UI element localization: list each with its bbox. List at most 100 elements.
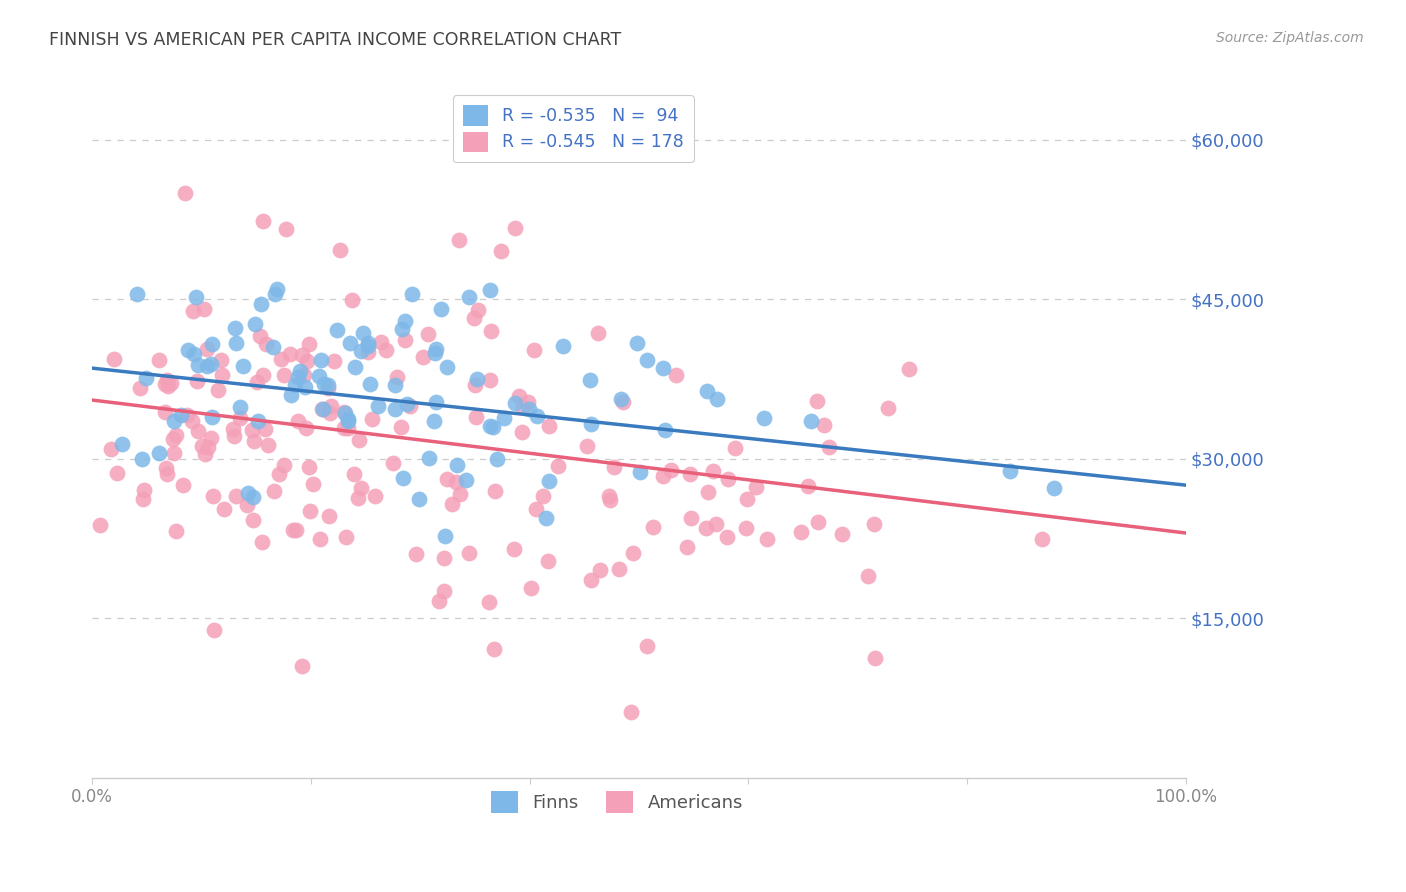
- Point: [357, 336, 380, 351]
- Point: [479, 325, 502, 339]
- Point: [308, 369, 330, 384]
- Point: [197, 440, 219, 454]
- Point: [425, 395, 447, 409]
- Point: [316, 381, 339, 395]
- Point: [679, 467, 702, 481]
- Point: [153, 405, 176, 419]
- Point: [312, 401, 335, 416]
- Point: [551, 339, 574, 353]
- Point: [998, 464, 1021, 478]
- Point: [163, 414, 186, 428]
- Point: [274, 222, 297, 236]
- Point: [651, 360, 673, 375]
- Point: [898, 361, 921, 376]
- Point: [863, 650, 886, 665]
- Point: [325, 323, 347, 337]
- Point: [131, 451, 153, 466]
- Point: [343, 467, 366, 481]
- Point: [478, 283, 501, 297]
- Point: [464, 378, 486, 392]
- Point: [252, 214, 274, 228]
- Point: [457, 290, 479, 304]
- Point: [637, 639, 659, 653]
- Point: [195, 342, 218, 356]
- Point: [163, 446, 186, 460]
- Point: [706, 392, 728, 407]
- Point: [636, 353, 658, 368]
- Point: [579, 417, 602, 432]
- Point: [266, 282, 288, 296]
- Point: [225, 335, 247, 350]
- Point: [298, 337, 321, 351]
- Point: [482, 642, 505, 657]
- Point: [512, 400, 534, 414]
- Point: [318, 406, 340, 420]
- Point: [450, 487, 472, 501]
- Point: [588, 563, 610, 577]
- Point: [350, 343, 373, 358]
- Point: [735, 521, 758, 535]
- Point: [314, 376, 336, 391]
- Point: [737, 491, 759, 506]
- Point: [510, 425, 533, 440]
- Point: [456, 473, 478, 487]
- Point: [807, 516, 830, 530]
- Point: [416, 326, 439, 341]
- Point: [155, 460, 177, 475]
- Point: [489, 244, 512, 258]
- Point: [477, 595, 499, 609]
- Point: [285, 523, 308, 537]
- Point: [100, 442, 122, 456]
- Point: [361, 412, 384, 426]
- Point: [187, 358, 209, 372]
- Point: [659, 463, 682, 477]
- Point: [264, 286, 287, 301]
- Point: [337, 414, 360, 428]
- Point: [579, 373, 602, 387]
- Point: [538, 474, 561, 488]
- Point: [308, 532, 330, 546]
- Point: [316, 377, 339, 392]
- Point: [375, 343, 398, 357]
- Point: [148, 353, 170, 368]
- Point: [249, 328, 271, 343]
- Text: Source: ZipAtlas.com: Source: ZipAtlas.com: [1216, 31, 1364, 45]
- Point: [294, 421, 316, 435]
- Point: [197, 359, 219, 373]
- Point: [254, 336, 277, 351]
- Point: [447, 233, 470, 247]
- Point: [444, 475, 467, 490]
- Point: [235, 498, 257, 512]
- Point: [430, 301, 453, 316]
- Point: [177, 343, 200, 357]
- Point: [797, 479, 820, 493]
- Point: [211, 368, 233, 382]
- Point: [229, 410, 252, 425]
- Point: [183, 347, 205, 361]
- Point: [339, 336, 361, 351]
- Point: [284, 378, 307, 392]
- Point: [436, 472, 458, 486]
- Point: [214, 501, 236, 516]
- Point: [612, 395, 634, 409]
- Point: [607, 562, 630, 576]
- Point: [105, 466, 128, 480]
- Point: [385, 370, 408, 384]
- Point: [392, 471, 415, 485]
- Point: [291, 659, 314, 673]
- Point: [357, 345, 380, 359]
- Point: [531, 489, 554, 503]
- Legend: Finns, Americans: Finns, Americans: [481, 780, 754, 824]
- Point: [412, 350, 434, 364]
- Point: [405, 547, 427, 561]
- Point: [253, 422, 276, 436]
- Point: [433, 583, 456, 598]
- Point: [263, 483, 285, 498]
- Point: [180, 414, 202, 428]
- Point: [652, 468, 675, 483]
- Point: [367, 399, 389, 413]
- Point: [370, 334, 392, 349]
- Point: [1043, 481, 1066, 495]
- Point: [547, 459, 569, 474]
- Point: [384, 401, 406, 416]
